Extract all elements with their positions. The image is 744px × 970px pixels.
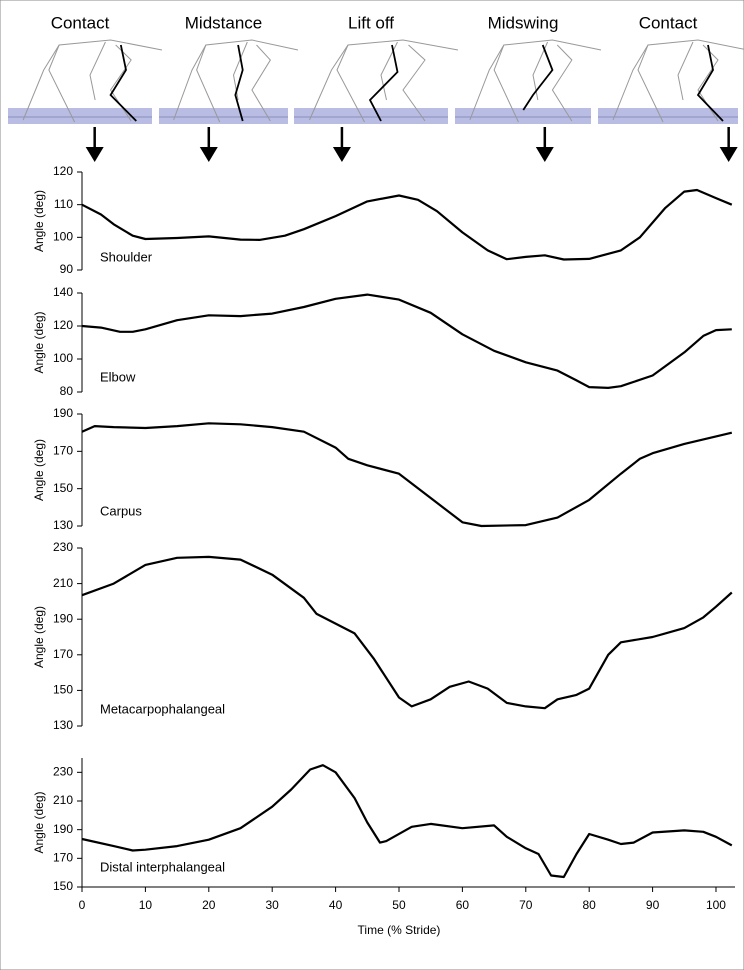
annotation: Carpus (100, 503, 142, 518)
annotation: Elbow (100, 369, 136, 384)
y-tick-label: 170 (53, 444, 73, 458)
phase-label: Midswing (488, 13, 559, 32)
y-tick-label: 210 (53, 576, 73, 590)
x-tick-label: 20 (202, 898, 216, 912)
stick-figure (493, 44, 519, 123)
annotation: Shoulder (100, 249, 153, 264)
y-tick-label: 150 (53, 879, 73, 893)
stick-figure (696, 44, 724, 122)
stick-figure (637, 44, 664, 123)
x-tick-label: 70 (519, 898, 533, 912)
stick-figure (402, 44, 426, 122)
x-tick-label: 100 (706, 898, 726, 912)
phase-label: Contact (639, 13, 698, 32)
phase-arrow-head (719, 147, 738, 162)
stick-figure (196, 44, 221, 123)
ground (8, 108, 152, 124)
data-line (81, 293, 732, 389)
ground (598, 108, 738, 124)
y-tick-label: 110 (54, 197, 73, 211)
y-axis-label: Angle (deg) (32, 606, 46, 668)
x-tick-label: 90 (646, 898, 660, 912)
ground (159, 108, 288, 124)
y-tick-label: 170 (53, 851, 73, 865)
stick-figure (48, 44, 76, 123)
y-tick-label: 140 (53, 285, 73, 299)
stick-figure (336, 44, 365, 123)
ground (455, 108, 591, 124)
data-line (81, 422, 733, 528)
annotation: Metacarpophalangeal (100, 701, 225, 716)
stick-figure (551, 44, 573, 122)
x-tick-label: 80 (583, 898, 597, 912)
y-tick-label: 230 (53, 765, 73, 779)
data-line (81, 555, 733, 710)
stick-figure (89, 41, 106, 101)
x-tick-label: 0 (79, 898, 86, 912)
y-axis-label: Angle (deg) (32, 791, 46, 853)
y-tick-label: 150 (53, 481, 73, 495)
x-tick-label: 50 (392, 898, 406, 912)
x-tick-label: 60 (456, 898, 470, 912)
stick-figure (234, 44, 244, 122)
data-line (81, 764, 733, 879)
y-tick-label: 190 (53, 406, 73, 420)
stick-figure (522, 44, 554, 111)
y-tick-label: 90 (60, 262, 74, 276)
x-tick-label: 10 (139, 898, 153, 912)
phase-arrow-head (332, 147, 351, 162)
y-tick-label: 210 (53, 793, 73, 807)
y-tick-label: 80 (60, 384, 74, 398)
y-tick-label: 130 (53, 718, 73, 732)
y-axis-label: Angle (deg) (32, 311, 46, 373)
y-tick-label: 190 (53, 611, 73, 625)
y-tick-label: 130 (53, 518, 73, 532)
y-axis-label: Angle (deg) (32, 439, 46, 501)
phase-label: Contact (51, 13, 110, 32)
annotation: Distal interphalangeal (100, 859, 225, 874)
stick-figure (251, 44, 271, 122)
stick-figure (368, 44, 399, 122)
phase-arrow-head (535, 147, 554, 162)
stick-figure (109, 44, 137, 122)
x-tick-label: 40 (329, 898, 343, 912)
y-tick-label: 120 (53, 164, 73, 178)
y-axis-label: Angle (deg) (32, 190, 46, 252)
stick-figure (677, 41, 694, 101)
phase-arrow-head (199, 147, 218, 162)
data-line (81, 188, 733, 261)
y-tick-label: 100 (53, 351, 73, 365)
phase-label: Lift off (348, 13, 394, 32)
y-tick-label: 150 (53, 683, 73, 697)
ground (294, 108, 448, 124)
y-tick-label: 170 (53, 647, 73, 661)
y-tick-label: 230 (53, 540, 73, 554)
y-tick-label: 190 (53, 822, 73, 836)
stick-figure (380, 41, 398, 101)
x-tick-label: 30 (266, 898, 280, 912)
phase-arrow-head (85, 147, 104, 162)
x-axis-label: Time (% Stride) (358, 923, 441, 937)
y-tick-label: 120 (53, 318, 73, 332)
y-tick-label: 100 (53, 230, 73, 244)
phase-label: Midstance (185, 13, 262, 32)
